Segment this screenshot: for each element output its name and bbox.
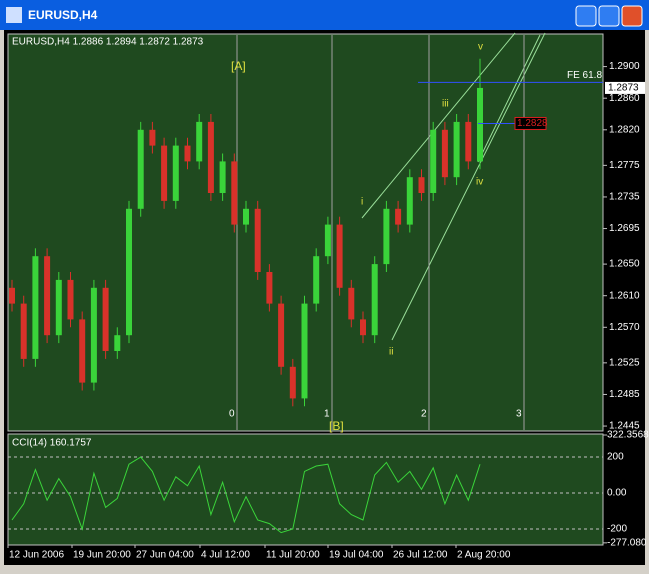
candle-body <box>278 303 285 367</box>
candle-body <box>44 256 51 336</box>
candle-body <box>371 264 378 336</box>
candle-body <box>231 161 238 225</box>
candle-body <box>301 303 308 399</box>
wave-label: v <box>478 42 483 53</box>
wave-label: [B] <box>329 419 344 433</box>
y-tick-label: 1.2695 <box>609 223 640 234</box>
candle-body <box>441 129 448 178</box>
candle-body <box>430 129 437 193</box>
minimize-button[interactable] <box>575 5 597 27</box>
y-tick-label: 1.2570 <box>609 322 640 333</box>
y-tick-label: 1.2775 <box>609 160 640 171</box>
candle-body <box>172 145 179 201</box>
candle-body <box>161 145 168 201</box>
y-tick-label: 1.2900 <box>609 61 640 72</box>
candle-body <box>20 303 27 359</box>
cci-line <box>11 456 481 534</box>
candle-body <box>395 208 402 225</box>
candle-body <box>207 121 214 193</box>
candle-body <box>406 177 413 225</box>
channel-line <box>361 32 516 219</box>
level-box <box>514 116 547 130</box>
wave-label: iii <box>442 99 449 110</box>
candle-body <box>196 121 203 162</box>
x-tick-label: 12 Jun 2006 <box>9 550 64 561</box>
wave-label: [A] <box>231 59 246 73</box>
y-tick-label: 1.2485 <box>609 389 640 400</box>
candle-body <box>336 224 343 288</box>
level-label: 1.2828 <box>517 118 548 129</box>
candle-body <box>219 161 226 193</box>
candle-body <box>465 121 472 162</box>
candle-body <box>184 145 191 162</box>
level-label: FE 61.8 <box>567 70 602 81</box>
time-line-label: 0 <box>229 409 235 420</box>
time-line-label: 3 <box>516 409 522 420</box>
candle-body <box>9 287 15 304</box>
cci-panel <box>7 433 604 546</box>
y-tick-label: 322.3568 <box>607 430 649 441</box>
candle-body <box>79 319 86 383</box>
candle-body <box>348 287 355 320</box>
y-tick-label: 1.2650 <box>609 259 640 270</box>
x-tick-label: 11 Jul 20:00 <box>266 550 320 561</box>
candle-body <box>313 256 320 304</box>
candle-body <box>266 272 273 304</box>
cci-header: CCI(14) 160.1757 <box>12 438 92 449</box>
current-price-box <box>605 81 645 94</box>
window-title: EURUSD,H4 <box>28 8 98 22</box>
x-tick-label: 26 Jul 12:00 <box>393 550 448 561</box>
x-tick-label: 27 Jun 04:00 <box>136 550 194 561</box>
candle-body <box>114 335 121 351</box>
candle-body <box>126 208 132 336</box>
y-tick-label: 1.2735 <box>609 192 640 203</box>
x-tick-label: 4 Jul 12:00 <box>201 550 250 561</box>
y-tick-label: -277.080 <box>607 537 647 548</box>
x-tick-label: 19 Jul 04:00 <box>329 550 384 561</box>
wave-label: ii <box>389 347 393 358</box>
wave-label: i <box>361 197 363 208</box>
channel-line <box>477 34 541 163</box>
price-header: EURUSD,H4 1.2886 1.2894 1.2872 1.2873 <box>12 37 204 48</box>
wave-label: iv <box>476 177 483 188</box>
y-tick-label: -200 <box>607 524 627 535</box>
candle-body <box>90 287 97 383</box>
channel-line <box>391 32 546 341</box>
title-bar <box>0 0 649 30</box>
time-line-label: 1 <box>324 409 330 420</box>
candle-body <box>32 256 39 359</box>
candle-body <box>243 208 249 225</box>
candle-body <box>418 177 425 193</box>
time-line-label: 2 <box>421 409 427 420</box>
y-tick-label: 1.2610 <box>609 290 640 301</box>
candle-body <box>383 208 390 265</box>
candle-body <box>149 129 156 146</box>
candle-body <box>55 279 62 336</box>
candle-body <box>289 366 296 399</box>
candle-body <box>67 279 74 320</box>
candle-body <box>137 129 144 209</box>
y-tick-label: 0.00 <box>607 488 627 499</box>
y-tick-label: 200 <box>607 452 624 463</box>
candle-body <box>254 208 261 272</box>
candle-body <box>453 121 460 178</box>
candle-body <box>360 319 366 336</box>
candle-body <box>102 287 109 351</box>
candle-body <box>477 87 483 162</box>
candle-body <box>324 224 331 257</box>
y-tick-label: 1.2860 <box>609 93 640 104</box>
close-button[interactable] <box>621 5 643 27</box>
window-icon <box>6 7 22 23</box>
y-tick-label: 1.2525 <box>609 357 640 368</box>
x-tick-label: 19 Jun 20:00 <box>73 550 131 561</box>
x-tick-label: 2 Aug 20:00 <box>457 550 511 561</box>
maximize-button[interactable] <box>598 5 620 27</box>
current-price-label: 1.2873 <box>608 83 639 94</box>
y-tick-label: 1.2445 <box>609 421 640 432</box>
y-tick-label: 1.2820 <box>609 124 640 135</box>
